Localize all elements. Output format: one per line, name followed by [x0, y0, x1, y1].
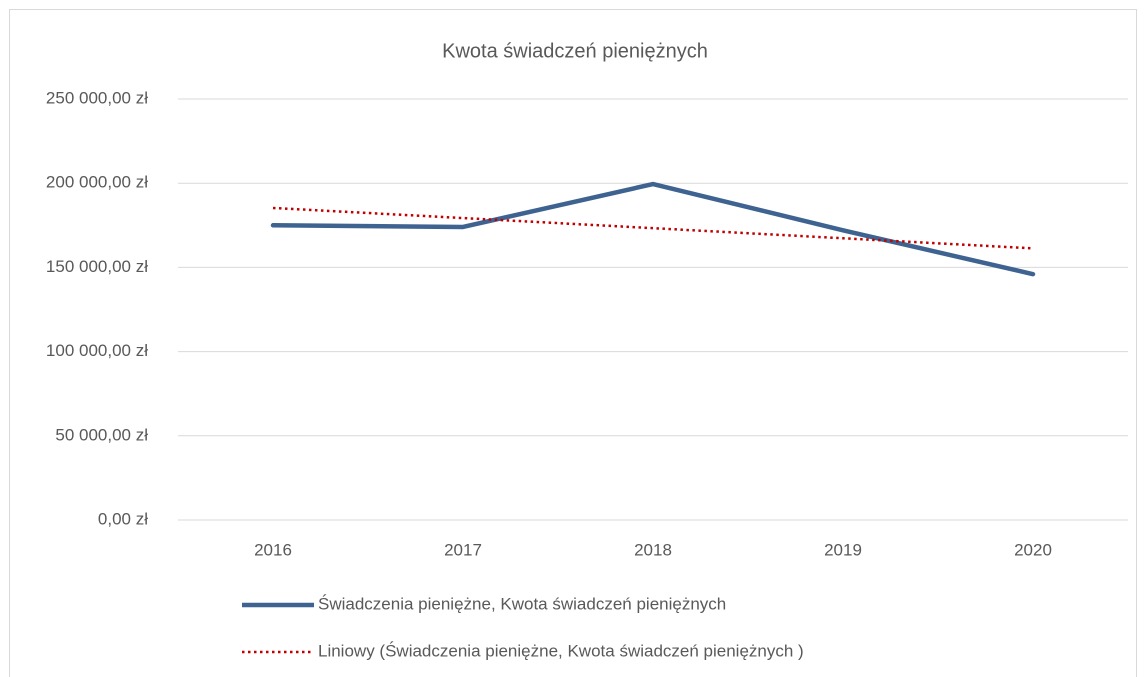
y-tick-label: 250 000,00 zł — [46, 88, 148, 107]
x-tick-label: 2020 — [1014, 540, 1052, 559]
y-tick-label: 0,00 zł — [98, 509, 148, 528]
legend-label: Liniowy (Świadczenia pieniężne, Kwota św… — [318, 641, 804, 660]
x-tick-label: 2017 — [444, 540, 482, 559]
y-tick-label: 200 000,00 zł — [46, 173, 148, 192]
y-tick-label: 50 000,00 zł — [55, 425, 148, 444]
x-tick-label: 2018 — [634, 540, 672, 559]
legend-label: Świadczenia pieniężne, Kwota świadczeń p… — [318, 594, 726, 613]
series-line — [270, 181, 1036, 277]
x-tick-label: 2019 — [824, 540, 862, 559]
y-tick-label: 150 000,00 zł — [46, 257, 148, 276]
x-tick-label: 2016 — [254, 540, 292, 559]
chart-title: Kwota świadczeń pieniężnych — [442, 40, 708, 62]
series-line — [272, 206, 1034, 250]
y-tick-label: 100 000,00 zł — [46, 341, 148, 360]
chart-border — [9, 9, 1137, 677]
